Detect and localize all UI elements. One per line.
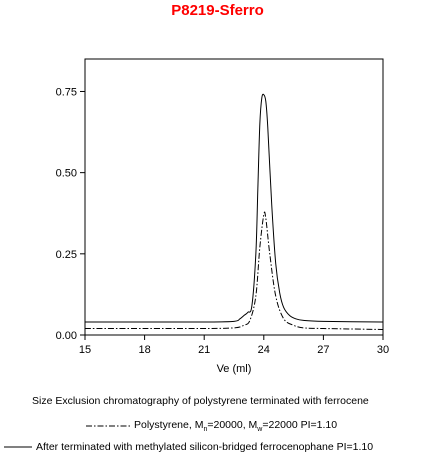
x-tick-label: 27 — [317, 344, 329, 356]
y-tick-label: 0.00 — [56, 330, 77, 342]
chromatogram-plot: 15 18 21 24 27 30 0.00 0.25 0.50 0.75 Ve (ml) — [56, 58, 389, 375]
chart-caption: Size Exclusion chromatography of polysty… — [32, 395, 369, 407]
series-lines — [85, 93, 384, 330]
x-tick-label: 18 — [138, 344, 150, 356]
x-axis-ticks: 15 18 21 24 27 30 — [79, 335, 389, 356]
y-tick-label: 0.75 — [56, 86, 77, 98]
legend-entry-ferrocenophane: After terminated with methylated silicon… — [4, 441, 373, 453]
legend-entry-polystyrene: Polystyrene, Mn=20000, Mw=22000 PI=1.10 — [86, 419, 337, 433]
legend-label-ferrocenophane: After terminated with methylated silicon… — [36, 441, 374, 453]
plot-frame — [84, 58, 384, 336]
series-line-polystyrene — [85, 211, 384, 330]
x-tick-label: 21 — [198, 344, 210, 356]
y-tick-label: 0.50 — [56, 168, 77, 180]
legend-label-polystyrene: Polystyrene, Mn=20000, Mw=22000 PI=1.10 — [134, 419, 338, 434]
legend-swatch-dash-dot — [86, 425, 130, 427]
x-axis-label: Ve (ml) — [217, 363, 252, 375]
x-tick-label: 24 — [258, 344, 270, 356]
series-line-ferrocenophane — [85, 93, 384, 323]
legend-swatch-solid — [4, 446, 32, 448]
y-axis-ticks: 0.00 0.25 0.50 0.75 — [56, 86, 85, 342]
x-tick-label: 30 — [377, 344, 389, 356]
y-tick-label: 0.25 — [56, 249, 77, 261]
chart-title: P8219-Sferro — [171, 2, 264, 19]
x-tick-label: 15 — [79, 344, 91, 356]
